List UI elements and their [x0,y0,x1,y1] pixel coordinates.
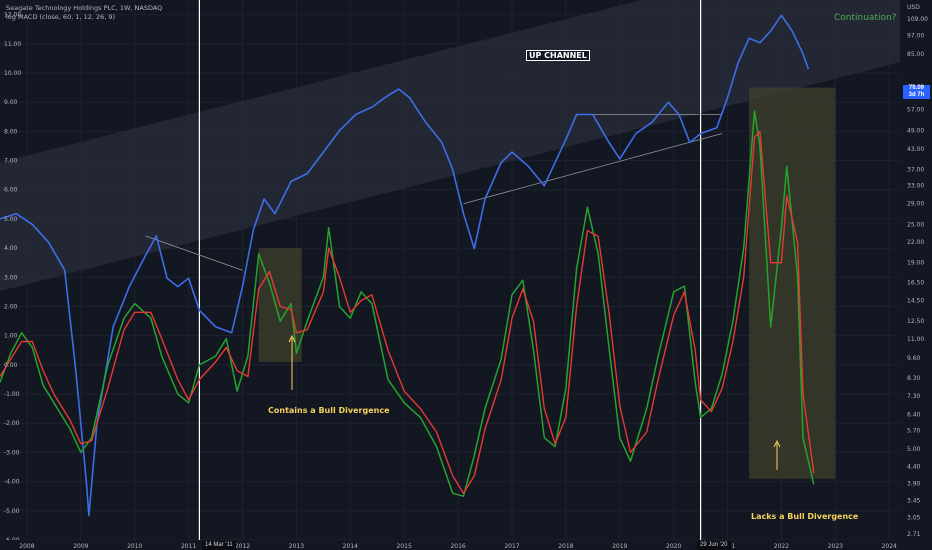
right-tick-label-11: 29.00 [907,201,924,208]
time-tick-label-1: 2009 [73,543,88,550]
bar-countdown: 3d 7h [908,92,925,98]
indicator-title[interactable]: log MACD (close, 60, 1, 12, 26, 9) [6,13,116,21]
vertical-marker-lines [198,0,702,550]
left-tick-label-14: -2.00 [4,420,20,427]
right-tick-label-1: 109.00 [907,16,928,23]
up-channel-band [0,0,900,292]
contains-bull-divergence-label: Contains a Bull Divergence [268,406,390,415]
left-tick-label-6: 6.00 [4,187,18,194]
right-tick-label-21: 7.30 [907,393,921,400]
left-tick-label-3: 9.00 [4,99,18,106]
highlight-box-2 [749,87,836,479]
time-axis[interactable]: 2008 2009 2010 2011 2012 2013 2014 2015 2016 2017… [0,540,932,550]
left-tick-label-10: 2.00 [4,303,18,310]
last-price-tag: 76.09 3d 7h [903,85,930,99]
right-tick-label-3: 85.00 [907,51,924,58]
right-tick-label-8: 43.00 [907,146,924,153]
series-lines [0,14,815,517]
left-tick-label-13: -1.00 [4,391,20,398]
right-tick-label-27: 3.45 [907,498,921,505]
right-tick-label-12: 25.00 [907,221,924,228]
right-tick-label-7: 49.00 [907,128,924,135]
time-tick-label-9: 2017 [504,543,519,550]
right-tick-label-23: 5.70 [907,428,921,435]
right-tick-label-19: 9.60 [907,355,921,362]
right-tick-label-6: 57.00 [907,106,924,113]
right-tick-label-2: 97.00 [907,32,924,39]
left-tick-label-12: 0.00 [4,362,18,369]
last-price-value: 76.09 [908,85,924,91]
right-tick-label-15: 16.50 [907,279,924,286]
time-tick-label-14: 2022 [774,543,789,550]
left-tick-label-4: 8.00 [4,128,18,135]
right-tick-label-10: 33.00 [907,183,924,190]
macd-line [0,110,815,497]
right-tick-label-25: 4.40 [907,464,921,471]
vline-date-tag-2: 29 Jun '20 [697,541,731,550]
right-tick-label-9: 37.00 [907,167,924,174]
arrow-lacks-head [773,439,781,448]
time-tick-label-4: 2012 [235,543,250,550]
price-line [0,14,810,517]
right-tick-label-22: 6.40 [907,411,921,418]
right-tick-label-26: 3.90 [907,480,921,487]
time-tick-label-2: 2010 [127,543,142,550]
time-tick-label-6: 2014 [343,543,358,550]
time-tick-label-3: 2011 [181,543,196,550]
time-tick-label-11: 2019 [612,543,627,550]
left-tick-label-9: 3.00 [4,274,18,281]
trendline-1[interactable] [145,235,243,271]
left-tick-label-5: 7.00 [4,158,18,165]
left-tick-label-16: -4.00 [4,479,20,486]
time-tick-label-0: 2008 [19,543,34,550]
right-tick-label-24: 5.00 [907,446,921,453]
time-tick-label-10: 2018 [558,543,573,550]
left-tick-label-7: 5.00 [4,216,18,223]
up-channel-fill [0,0,900,292]
time-tick-label-8: 2016 [450,543,465,550]
trendline-3[interactable] [463,133,723,205]
right-tick-label-13: 22.00 [907,239,924,246]
continuation-label: Continuation? [834,13,897,23]
right-axis-unit: USD [907,4,920,11]
right-tick-label-17: 12.50 [907,318,924,325]
symbol-title: Seagate Technology Holdings PLC, 1W, NAS… [6,4,163,12]
right-tick-label-29: 2.71 [907,531,921,538]
left-tick-label-0: 12.00 [4,12,21,19]
right-tick-label-18: 11.00 [907,336,924,343]
right-tick-label-16: 14.50 [907,297,924,304]
time-axis-panel [0,540,932,550]
left-tick-label-17: -5.00 [4,508,20,515]
left-tick-label-8: 4.00 [4,245,18,252]
left-tick-label-1: 11.00 [4,41,21,48]
vline-date-tag-1: 14 Mar '11 [202,541,236,550]
signal-line [0,130,815,494]
time-tick-label-15: 2023 [828,543,843,550]
time-tick-label-5: 2013 [289,543,304,550]
lacks-bull-divergence-label: Lacks a Bull Divergence [751,512,859,521]
highlight-boxes [258,87,836,479]
time-tick-label-12: 2020 [666,543,681,550]
time-tick-label-7: 2015 [397,543,412,550]
up-channel-label: UP CHANNEL [526,50,590,61]
right-tick-label-20: 8.30 [907,375,921,382]
annotation-arrows [288,334,781,470]
trendlines [145,114,723,271]
left-tick-label-15: -3.00 [4,449,20,456]
left-tick-label-11: 1.00 [4,333,18,340]
arrow-contains-head [288,334,296,343]
time-tick-label-16: 2024 [882,543,897,550]
right-tick-label-14: 19.00 [907,260,924,267]
left-tick-label-2: 10.00 [4,70,21,77]
right-axis[interactable]: USD109.0097.0085.0067.0057.0049.0043.003… [900,0,932,550]
right-tick-label-28: 3.05 [907,515,921,522]
